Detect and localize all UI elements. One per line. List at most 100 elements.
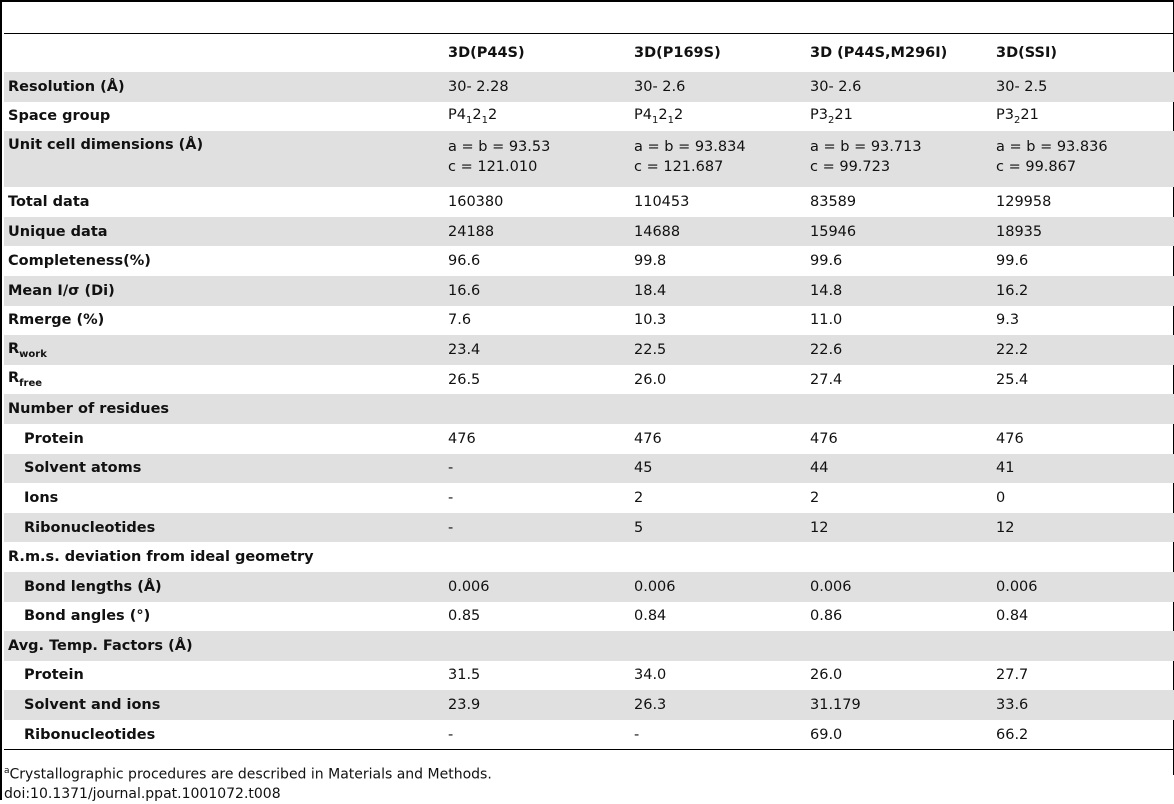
cell-line: a = b = 93.834 [634, 139, 746, 156]
row-label: R.m.s. deviation from ideal geometry [8, 549, 314, 566]
table-cell: 14.8 [806, 275, 992, 306]
table-cell: 45 [630, 453, 806, 484]
table-cell: 31.179 [806, 690, 992, 720]
table-cell: 16.2 [992, 275, 1174, 306]
table-cell: 476 [634, 430, 662, 447]
row-label: Rwork [4, 335, 444, 365]
column-header [4, 34, 444, 73]
row-label: Space group [8, 108, 111, 125]
table-cell [630, 631, 806, 661]
table-cell [630, 542, 806, 572]
table-cell: 16.6 [444, 275, 630, 306]
table-row: Avg. Temp. Factors (Å) [4, 631, 1174, 661]
table-cell: 2 [810, 489, 820, 506]
table-cell: 34.0 [634, 667, 667, 684]
table-cell: 99.6 [996, 253, 1029, 270]
table-cell: a = b = 93.836 c = 99.867 [992, 131, 1174, 188]
table-cell: 0.006 [444, 571, 630, 602]
row-label: Bond lengths (Å) [4, 571, 444, 602]
cell-line: c = 99.723 [810, 159, 891, 176]
cell-line: c = 121.010 [448, 159, 538, 176]
table-cell [630, 394, 806, 424]
table-cell: 0.006 [630, 571, 806, 602]
column-header: 3D (P44S,M296I) [810, 45, 948, 61]
table-row: Ribonucleotides -5 12 12 [4, 512, 1174, 543]
table-cell: 18.4 [630, 275, 806, 306]
table-row: Unique data 24188 14688 15946 18935 [4, 216, 1174, 247]
table-cell: a = b = 93.713 c = 99.723 [806, 131, 992, 188]
top-rule [0, 0, 1174, 2]
row-label: Unique data [4, 216, 444, 247]
table-cell: - [448, 489, 454, 506]
row-label: Protein [24, 667, 84, 684]
table-cell: 25.4 [996, 371, 1029, 388]
table-row: Solvent and ions 23.9 26.3 31.179 33.6 [4, 690, 1174, 720]
column-header: 3D(SSI) [996, 45, 1058, 61]
table-row: R.m.s. deviation from ideal geometry [4, 542, 1174, 572]
row-label: Rmerge (%) [8, 312, 105, 329]
table-row: Bond angles (°) 0.85 0.84 0.86 0.84 [4, 602, 1174, 632]
table-cell: P3221 [810, 106, 853, 126]
table-row: Number of residues [4, 394, 1174, 424]
table-cell: 26.0 [810, 667, 843, 684]
table-cell: 22.6 [806, 335, 992, 365]
doi-text: doi:10.1371/journal.ppat.1001072.t008 [4, 785, 281, 802]
table-cell: 30- 2.5 [992, 72, 1174, 102]
table-cell: 22.5 [630, 335, 806, 365]
table-row: Ions - 2 2 0 [4, 483, 1174, 513]
table-cell: 66.2 [992, 719, 1174, 751]
table-cell [444, 394, 630, 424]
table-row: Protein 31.5 34.0 26.0 27.7 [4, 661, 1174, 691]
row-label: Ribonucleotides [4, 719, 444, 751]
row-label: Total data [8, 193, 90, 210]
table-cell: 27.7 [996, 667, 1029, 684]
cell-line: a = b = 93.713 [810, 139, 922, 156]
table-cell: 26.3 [630, 690, 806, 720]
table-row: Rfree 26.5 26.0 27.4 25.4 [4, 365, 1174, 395]
table-cell: 96.6 [448, 253, 481, 270]
row-label: Avg. Temp. Factors (Å) [4, 631, 444, 661]
table-cell: - [444, 512, 630, 543]
table-cell: 2 [634, 489, 644, 506]
table-cell: 41 [992, 453, 1174, 484]
table-cell: 33.6 [992, 690, 1174, 720]
table-cell: 12 [992, 512, 1174, 543]
table-cell: 22.2 [992, 335, 1174, 365]
cell-line: c = 99.867 [996, 159, 1077, 176]
row-label: Completeness(%) [8, 253, 151, 270]
table-cell: 14688 [630, 216, 806, 247]
cell-line: a = b = 93.836 [996, 139, 1108, 156]
row-label: Number of residues [4, 394, 444, 424]
table-cell [444, 542, 630, 572]
table-cell: 30- 2.28 [444, 72, 630, 102]
table-cell [806, 542, 992, 572]
table-cell: a = b = 93.834 c = 121.687 [630, 131, 806, 188]
table-cell: 0.006 [992, 571, 1174, 602]
table-cell: 44 [806, 453, 992, 484]
footnote-text: Crystallographic procedures are describe… [9, 766, 492, 783]
table-cell: 31.5 [448, 667, 481, 684]
crystallography-table: 3D(P44S) 3D(P169S) 3D (P44S,M296I) 3D(SS… [4, 33, 1174, 751]
table-cell: 7.6 [448, 312, 472, 329]
table-cell: 18935 [992, 216, 1174, 247]
table-row: Rmerge (%) 7.6 10.3 11.0 9.3 [4, 306, 1174, 336]
table-cell: a = b = 93.53 c = 121.010 [444, 131, 630, 188]
left-rule [0, 0, 2, 800]
column-header: 3D(P44S) [448, 45, 525, 61]
footnote: aCrystallographic procedures are describ… [4, 762, 492, 785]
column-header: 3D(P169S) [634, 45, 721, 61]
row-label: Bond angles (°) [24, 608, 151, 625]
table-header-row: 3D(P44S) 3D(P169S) 3D (P44S,M296I) 3D(SS… [4, 33, 1174, 73]
table-cell: 5 [630, 512, 806, 543]
table-row: Protein 476 476 476 476 [4, 424, 1174, 454]
row-label: Rfree [8, 370, 43, 389]
table-cell [444, 631, 630, 661]
table-cell [806, 394, 992, 424]
table-cell: P3221 [996, 106, 1039, 126]
table-cell: 160380 [448, 193, 504, 210]
table-cell [992, 631, 1174, 661]
table-cell: 0.84 [634, 608, 667, 625]
table-row: Solvent atoms -45 44 41 [4, 453, 1174, 484]
table-body: Resolution (Å) 30- 2.28 30- 2.6 30- 2.6 30- … [4, 72, 1174, 751]
cell-line: a = b = 93.53 [448, 139, 551, 156]
